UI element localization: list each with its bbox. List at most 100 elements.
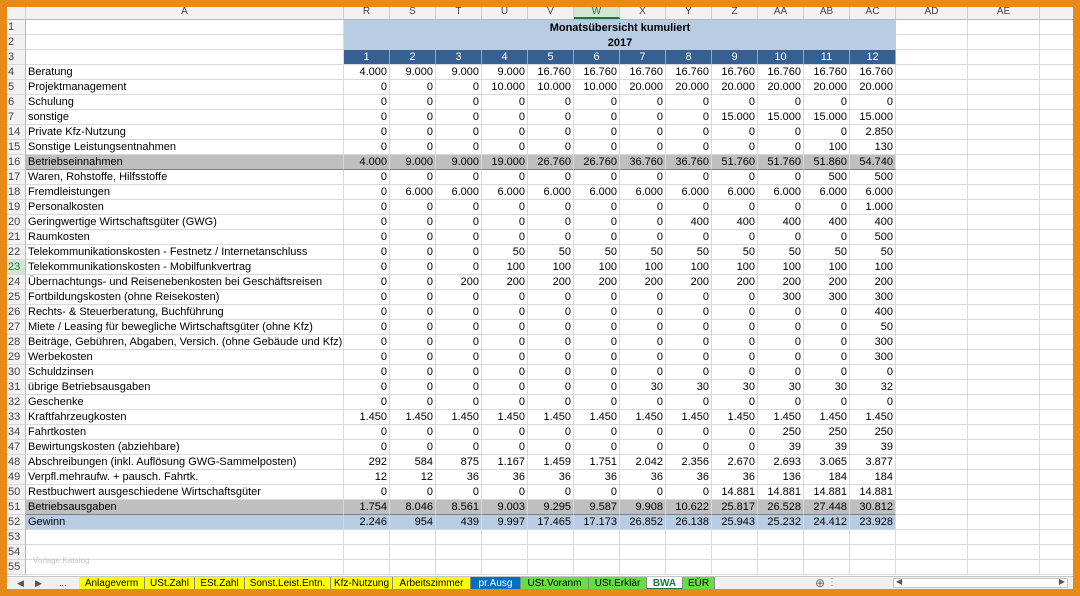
value-cell[interactable]: 36 — [482, 470, 528, 485]
value-cell[interactable]: 0 — [850, 365, 896, 380]
value-cell[interactable]: 14.881 — [850, 485, 896, 500]
column-header-S[interactable]: S — [390, 7, 436, 19]
value-cell[interactable]: 4.000 — [344, 65, 390, 80]
value-cell[interactable]: 0 — [620, 230, 666, 245]
value-cell[interactable]: 36.760 — [666, 155, 712, 170]
value-cell[interactable]: 0 — [344, 230, 390, 245]
value-cell[interactable]: 0 — [620, 170, 666, 185]
value-cell[interactable]: 0 — [436, 170, 482, 185]
value-cell[interactable]: 0 — [666, 170, 712, 185]
row-label[interactable] — [26, 530, 344, 545]
value-cell[interactable]: 0 — [436, 320, 482, 335]
value-cell[interactable]: 6.000 — [482, 185, 528, 200]
value-cell[interactable]: 0 — [390, 275, 436, 290]
value-cell[interactable]: 0 — [666, 290, 712, 305]
row-label[interactable]: Schuldzinsen — [26, 365, 344, 380]
value-cell[interactable]: 36 — [528, 470, 574, 485]
value-cell[interactable]: 0 — [574, 320, 620, 335]
empty-cell[interactable] — [804, 545, 850, 560]
value-cell[interactable]: 0 — [712, 365, 758, 380]
value-cell[interactable]: 0 — [528, 365, 574, 380]
value-cell[interactable]: 20.000 — [758, 80, 804, 95]
value-cell[interactable]: 1.167 — [482, 455, 528, 470]
value-cell[interactable]: 200 — [482, 275, 528, 290]
empty-cell[interactable] — [968, 500, 1040, 515]
value-cell[interactable]: 100 — [482, 260, 528, 275]
value-cell[interactable]: 0 — [666, 335, 712, 350]
value-cell[interactable]: 0 — [574, 350, 620, 365]
value-cell[interactable]: 0 — [528, 140, 574, 155]
value-cell[interactable]: 0 — [390, 95, 436, 110]
value-cell[interactable]: 51.760 — [758, 155, 804, 170]
value-cell[interactable]: 16.760 — [850, 65, 896, 80]
empty-cell[interactable] — [968, 440, 1040, 455]
value-cell[interactable]: 15.000 — [850, 110, 896, 125]
value-cell[interactable]: 51.860 — [804, 155, 850, 170]
value-cell[interactable]: 0 — [390, 320, 436, 335]
value-cell[interactable]: 0 — [436, 380, 482, 395]
value-cell[interactable]: 0 — [666, 425, 712, 440]
value-cell[interactable]: 1.000 — [850, 200, 896, 215]
value-cell[interactable]: 400 — [850, 305, 896, 320]
value-cell[interactable]: 54.740 — [850, 155, 896, 170]
empty-cell[interactable] — [850, 530, 896, 545]
value-cell[interactable]: 14.881 — [804, 485, 850, 500]
value-cell[interactable]: 0 — [620, 215, 666, 230]
empty-cell[interactable] — [968, 155, 1040, 170]
value-cell[interactable]: 6.000 — [758, 185, 804, 200]
value-cell[interactable]: 6.000 — [712, 185, 758, 200]
value-cell[interactable]: 0 — [666, 350, 712, 365]
column-header-A[interactable]: A — [26, 7, 344, 19]
value-cell[interactable]: 0 — [528, 170, 574, 185]
empty-cell[interactable] — [1040, 560, 1073, 575]
value-cell[interactable]: 0 — [344, 110, 390, 125]
empty-cell[interactable] — [1040, 350, 1073, 365]
empty-cell[interactable] — [574, 560, 620, 575]
value-cell[interactable]: 0 — [390, 125, 436, 140]
empty-cell[interactable] — [666, 560, 712, 575]
value-cell[interactable]: 0 — [390, 140, 436, 155]
value-cell[interactable]: 100 — [804, 260, 850, 275]
value-cell[interactable]: 0 — [712, 395, 758, 410]
value-cell[interactable]: 0 — [574, 170, 620, 185]
value-cell[interactable]: 0 — [574, 440, 620, 455]
row-label[interactable]: Übernachtungs- und Reisenebenkosten bei … — [26, 275, 344, 290]
row-label[interactable] — [26, 545, 344, 560]
value-cell[interactable]: 400 — [850, 215, 896, 230]
empty-cell[interactable] — [1040, 215, 1073, 230]
value-cell[interactable]: 300 — [850, 350, 896, 365]
value-cell[interactable]: 0 — [528, 350, 574, 365]
empty-cell[interactable] — [896, 530, 968, 545]
empty-cell[interactable] — [528, 530, 574, 545]
value-cell[interactable]: 200 — [620, 275, 666, 290]
sheet-tab-anlageverm[interactable]: Anlageverm — [79, 577, 145, 589]
value-cell[interactable]: 0 — [620, 485, 666, 500]
row-label[interactable]: Fortbildungskosten (ohne Reisekosten) — [26, 290, 344, 305]
value-cell[interactable]: 0 — [712, 200, 758, 215]
row-header[interactable]: 19 — [7, 200, 26, 215]
value-cell[interactable]: 0 — [804, 365, 850, 380]
value-cell[interactable]: 0 — [390, 230, 436, 245]
value-cell[interactable]: 25.817 — [712, 500, 758, 515]
empty-cell[interactable] — [896, 65, 968, 80]
value-cell[interactable]: 0 — [758, 305, 804, 320]
value-cell[interactable]: 0 — [390, 395, 436, 410]
empty-cell[interactable] — [1040, 395, 1073, 410]
value-cell[interactable]: 0 — [482, 305, 528, 320]
value-cell[interactable]: 0 — [436, 125, 482, 140]
empty-cell[interactable] — [968, 35, 1040, 50]
value-cell[interactable]: 0 — [344, 185, 390, 200]
empty-cell[interactable] — [896, 395, 968, 410]
empty-cell[interactable] — [574, 545, 620, 560]
value-cell[interactable]: 300 — [804, 290, 850, 305]
value-cell[interactable]: 100 — [758, 260, 804, 275]
empty-cell[interactable] — [850, 560, 896, 575]
empty-cell[interactable] — [758, 530, 804, 545]
empty-cell[interactable] — [968, 395, 1040, 410]
value-cell[interactable]: 0 — [574, 110, 620, 125]
value-cell[interactable]: 0 — [344, 95, 390, 110]
row-header[interactable]: 53 — [7, 530, 26, 545]
value-cell[interactable]: 0 — [482, 95, 528, 110]
value-cell[interactable]: 0 — [574, 140, 620, 155]
empty-cell[interactable] — [574, 530, 620, 545]
